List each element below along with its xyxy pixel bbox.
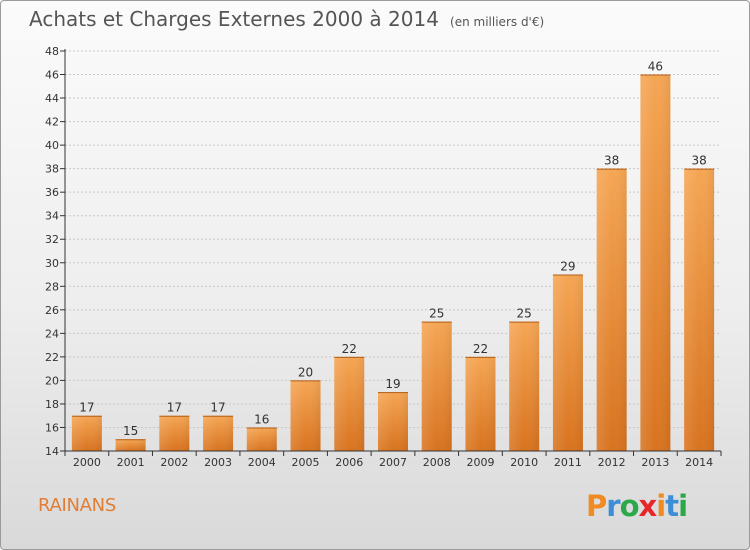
logo-letter: r — [606, 489, 620, 523]
x-tick-label: 2013 — [641, 456, 669, 469]
y-tick-label: 48 — [45, 45, 59, 58]
logo-letter: x — [638, 489, 658, 523]
logo-letter: i — [656, 489, 666, 523]
y-tick-label: 14 — [45, 445, 59, 458]
bar-shine — [509, 321, 540, 451]
y-tick-label: 40 — [45, 139, 59, 152]
y-tick-label: 16 — [45, 421, 59, 434]
chart-subtitle: (en milliers d'€) — [450, 15, 545, 29]
data-label: 38 — [691, 154, 706, 168]
logo-letter: P — [586, 489, 607, 523]
x-tick-label: 2000 — [73, 456, 101, 469]
y-tick-label: 22 — [45, 351, 59, 364]
x-tick-label: 2010 — [510, 456, 538, 469]
data-label: 17 — [210, 401, 225, 415]
data-label: 16 — [254, 412, 269, 426]
title-row: Achats et Charges Externes 2000 à 2014 (… — [29, 7, 544, 31]
proxiti-logo[interactable]: Proxiti — [586, 489, 688, 523]
logo-letter: t — [665, 489, 679, 523]
chart-title: Achats et Charges Externes 2000 à 2014 — [29, 7, 439, 31]
bar-shine — [640, 74, 671, 451]
data-label: 17 — [79, 401, 94, 415]
bar-shine — [115, 439, 146, 451]
data-label: 15 — [123, 424, 138, 438]
logo-letter: o — [619, 489, 640, 523]
bar-shine — [378, 392, 408, 451]
axes: 14 16 18 20 22 24 26 28 30 32 34 36 38 40 42 44 46 48 2000… — [45, 45, 722, 469]
bar-shine — [246, 427, 277, 451]
y-tick-label: 34 — [45, 210, 59, 223]
bar-shine — [159, 415, 190, 451]
data-label: 38 — [604, 154, 619, 168]
bar-shine — [334, 356, 365, 451]
bar-shine — [203, 415, 234, 451]
y-tick-label: 18 — [45, 398, 59, 411]
bar-shine — [596, 168, 627, 451]
x-tick-label: 2008 — [423, 456, 451, 469]
data-label: 20 — [298, 365, 313, 379]
y-tick-label: 32 — [45, 233, 59, 246]
x-tick-label: 2004 — [248, 456, 276, 469]
x-tick-label: 2011 — [554, 456, 582, 469]
x-tick-label: 2006 — [335, 456, 363, 469]
y-tick-label: 28 — [45, 280, 59, 293]
y-tick-label: 20 — [45, 374, 59, 387]
data-label: 25 — [517, 307, 532, 321]
bar-shine — [465, 356, 496, 451]
data-label: 22 — [473, 342, 488, 356]
bar-shine — [552, 274, 583, 451]
y-tick-label: 44 — [45, 92, 59, 105]
x-tick-label: 2012 — [598, 456, 626, 469]
logo-letter: i — [678, 489, 688, 523]
x-tick-label: 2014 — [685, 456, 713, 469]
y-tick-label: 24 — [45, 327, 59, 340]
commune-name: RAINANS — [38, 495, 116, 516]
y-tick-label: 46 — [45, 69, 59, 82]
x-tick-label: 2005 — [292, 456, 320, 469]
data-label: 46 — [648, 60, 663, 74]
y-tick-label: 38 — [45, 163, 59, 176]
data-label: 25 — [429, 307, 444, 321]
bar-shine — [290, 380, 321, 451]
bar-shine — [684, 168, 715, 451]
bars — [71, 74, 715, 451]
data-label: 29 — [560, 260, 575, 274]
x-tick-label: 2003 — [204, 456, 232, 469]
bar-shine — [421, 321, 452, 451]
y-tick-label: 36 — [45, 186, 59, 199]
y-tick-label: 26 — [45, 304, 59, 317]
x-tick-label: 2007 — [379, 456, 407, 469]
data-label: 19 — [385, 377, 400, 391]
x-tick-label: 2002 — [160, 456, 188, 469]
data-label: 22 — [342, 342, 357, 356]
x-tick-label: 2001 — [117, 456, 145, 469]
data-label: 17 — [167, 401, 182, 415]
x-tick-label: 2009 — [466, 456, 494, 469]
bar-shine — [71, 415, 102, 451]
y-tick-label: 30 — [45, 257, 59, 270]
data-labels: 17 15 17 17 16 20 22 19 25 22 25 29 38 46 38 — [79, 60, 707, 439]
y-tick-label: 42 — [45, 116, 59, 129]
